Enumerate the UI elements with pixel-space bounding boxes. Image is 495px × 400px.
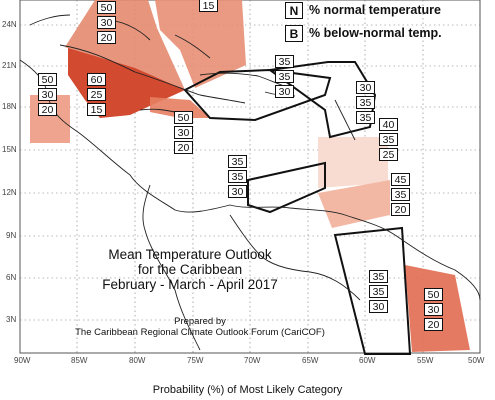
prob-box-belize-yucatan: 50 30 20 [38,73,57,118]
prob-box-windward-islands: 40 35 25 [379,118,398,163]
title-line-1: Mean Temperature Outlook [108,247,272,262]
legend-normal: N % normal temperature [285,2,441,19]
prob-box-suriname-guiana: 50 30 20 [424,288,443,333]
lon-label-85w: 85W [71,356,88,365]
region-trinidad-fill [318,180,390,228]
prob-normal: 30 [97,16,116,29]
prob-normal: 35 [369,285,388,298]
prob-normal: 25 [87,88,106,101]
prob-normal: 35 [228,170,247,183]
prob-normal: 35 [356,96,375,109]
prob-below: 20 [97,31,116,44]
credit-block: Prepared by The Caribbean Regional Clima… [40,316,360,338]
lon-label-70w: 70W [244,356,261,365]
prob-box-bahamas-east: 15 [199,0,218,14]
prob-above: 50 [174,111,193,124]
legend-label-below-normal: % below-normal temp. [309,25,442,40]
prob-box-trinidad-tobago: 45 35 20 [391,173,410,218]
title-line-2: for the Caribbean [137,262,243,277]
map-title: Mean Temperature Outlook for the Caribbe… [75,247,305,292]
legend-key-below-normal: B [285,25,303,42]
lon-label-90w: 90W [14,356,31,365]
prob-below: 15 [199,0,218,12]
lon-label-75w: 75W [187,356,204,365]
lat-label-21n: 21N [2,61,17,70]
prob-normal: 35 [275,70,294,83]
lon-label-50w: 50W [468,356,485,365]
lat-label-12n: 12N [2,188,17,197]
lon-label-60w: 60W [359,356,376,365]
prob-above: 50 [424,288,443,301]
region-bahamas-north-fill [65,0,185,90]
prob-below: 30 [275,85,294,98]
prob-box-jamaica-cayman: 50 30 20 [174,111,193,156]
legend-label-normal: % normal temperature [309,2,441,17]
region-jamaica-fill [150,97,210,118]
prob-box-leeward-islands: 30 35 35 [356,81,375,126]
prob-box-bahamas-north: 50 30 20 [97,1,116,46]
prob-box-hispaniola-puertorico: 35 35 30 [275,55,294,100]
legend-key-normal: N [285,2,303,19]
prob-below: 20 [174,141,193,154]
prob-below: 15 [87,103,106,116]
lon-label-80w: 80W [129,356,146,365]
legend-below-normal: B % below-normal temp. [285,25,442,42]
lat-label-24n: 24N [2,20,17,29]
prob-normal: 30 [174,126,193,139]
prob-above: 35 [369,270,388,283]
prob-box-guyana: 35 35 30 [369,270,388,315]
prob-below: 20 [424,318,443,331]
lon-label-65w: 65W [302,356,319,365]
prob-above: 60 [87,73,106,86]
prob-above: 40 [379,118,398,131]
prob-below: 20 [38,103,57,116]
footer-caption: Probability (%) of Most Likely Category [152,384,343,396]
prob-above: 30 [356,81,375,94]
title-line-3: February - March - April 2017 [102,277,278,292]
prob-normal: 35 [379,133,398,146]
prob-above: 45 [391,173,410,186]
lat-label-15n: 15N [2,145,17,154]
prob-above: 35 [275,55,294,68]
prob-box-cuba-west: 60 25 15 [87,73,106,118]
prob-below: 30 [228,185,247,198]
lat-label-3n: 3N [6,315,17,324]
prepared-organization: The Caribbean Regional Climate Outlook F… [75,327,325,338]
prob-below: 20 [391,203,410,216]
prob-normal: 35 [391,188,410,201]
lat-label-18n: 18N [2,102,17,111]
lat-label-6n: 6N [6,273,17,282]
prepared-by: Prepared by [174,316,226,327]
prob-box-abc-islands: 35 35 30 [228,155,247,200]
prob-above: 50 [97,1,116,14]
prob-below: 25 [379,148,398,161]
region-bahamas-east-fill [155,0,246,88]
prob-above: 35 [228,155,247,168]
lat-label-9n: 9N [6,231,17,240]
prob-normal: 30 [38,88,57,101]
lon-label-55w: 55W [417,356,434,365]
region-windward-fill [318,137,388,188]
coastlines [19,14,481,351]
prob-normal: 30 [424,303,443,316]
prob-above: 50 [38,73,57,86]
prob-below: 30 [369,300,388,313]
prob-below: 35 [356,111,375,124]
